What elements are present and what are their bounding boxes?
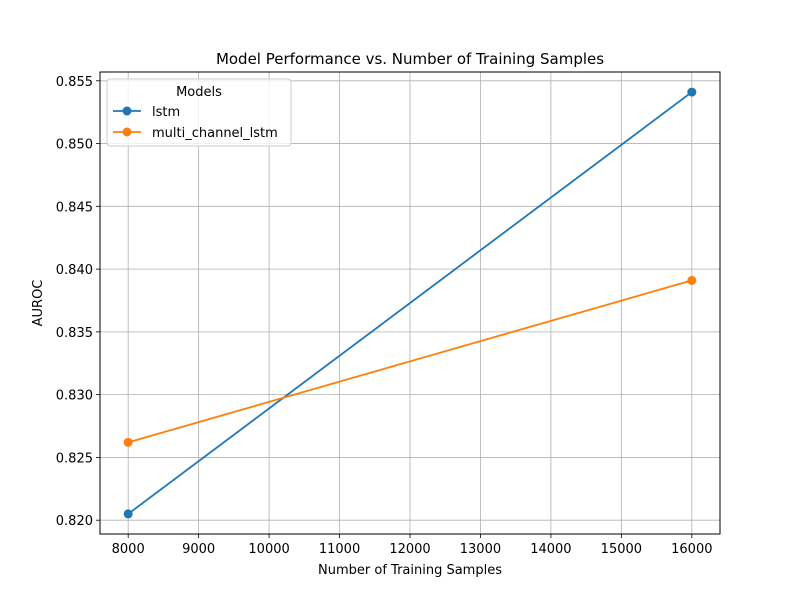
x-tick-label: 12000 <box>389 542 430 557</box>
y-tick-label: 0.835 <box>56 326 93 341</box>
legend-box <box>106 78 292 147</box>
plot-series <box>123 87 697 519</box>
data-point <box>123 509 133 519</box>
x-tick-label: 15000 <box>601 542 642 557</box>
y-tick-label: 0.830 <box>56 389 93 404</box>
legend-entries: lstm multi_channel_lstm <box>113 105 278 141</box>
y-tick-label: 0.840 <box>56 263 93 278</box>
y-tick-label: 0.855 <box>56 75 93 90</box>
y-tick-label: 0.825 <box>56 451 93 466</box>
chart-title: Model Performance vs. Number of Training… <box>216 50 604 68</box>
series-line <box>127 91 693 515</box>
series-multi-channel-lstm <box>123 275 697 447</box>
x-tick-label: 16000 <box>671 542 712 557</box>
legend-label: lstm <box>152 105 180 120</box>
x-tick-label: 10000 <box>248 542 289 557</box>
y-tick-label: 0.845 <box>56 200 93 215</box>
y-tick-label: 0.820 <box>56 514 93 529</box>
legend: Models lstm multi_channel_lstm <box>106 78 292 147</box>
series-line <box>127 279 693 444</box>
legend-entry: multi_channel_lstm <box>113 126 278 141</box>
x-tick-label: 11000 <box>319 542 360 557</box>
x-tick-label: 9000 <box>182 542 215 557</box>
y-tick-label: 0.850 <box>56 138 93 153</box>
grid-lines <box>100 72 720 534</box>
x-tick-label: 14000 <box>530 542 571 557</box>
data-point <box>687 87 697 97</box>
data-point <box>687 275 697 285</box>
legend-swatch-marker <box>122 106 132 116</box>
axis-ticks: 8000 9000 10000 11000 12000 13000 14000 15000 16… <box>56 75 713 557</box>
legend-label: multi_channel_lstm <box>152 126 278 141</box>
series-lstm <box>123 87 697 519</box>
data-point <box>123 437 133 447</box>
legend-title: Models <box>176 85 222 100</box>
legend-entry: lstm <box>113 105 180 120</box>
x-tick-label: 13000 <box>460 542 501 557</box>
x-axis-label: Number of Training Samples <box>318 563 502 578</box>
y-axis-label: AUROC <box>31 280 46 327</box>
x-tick-label: 8000 <box>112 542 145 557</box>
legend-swatch-marker <box>122 127 132 137</box>
